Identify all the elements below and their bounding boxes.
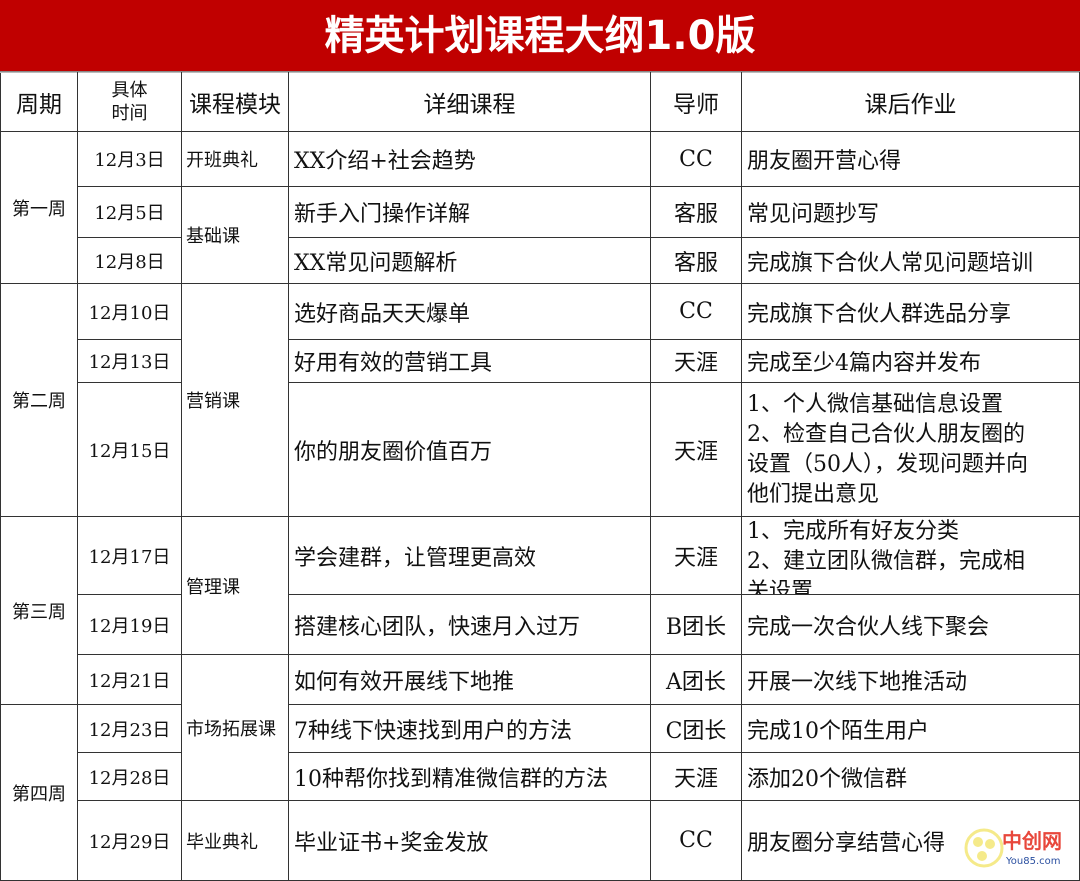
course-cell: 毕业证书+奖金发放 — [288, 800, 651, 881]
homework-cell: 常见问题抄写 — [741, 186, 1080, 238]
homework-line: 2、建立团队微信群，完成相 — [747, 549, 1025, 574]
header-homework: 课后作业 — [741, 72, 1080, 132]
table-row: 12月15日 你的朋友圈价值百万 天涯 1、个人微信基础信息设置 2、检查自己合… — [1, 382, 1080, 517]
table-row: 12月5日 基础课 新手入门操作详解 客服 常见问题抄写 — [1, 186, 1080, 284]
header-week: 周期 — [0, 72, 78, 132]
header-time-line1: 具体 — [111, 80, 148, 101]
date-cell: 12月19日 — [77, 594, 182, 655]
course-cell: XX介绍+社会趋势 — [288, 131, 651, 187]
tutor-cell: 客服 — [650, 186, 742, 238]
module-cell: 基础课 — [181, 186, 289, 284]
tutor-cell: CC — [650, 283, 742, 340]
homework-cell: 完成至少4篇内容并发布 — [741, 339, 1080, 383]
homework-cell: 1、完成所有好友分类 2、建立团队微信群，完成相 关设置 — [741, 516, 1080, 595]
date-cell: 12月15日 — [77, 382, 182, 517]
tutor-cell: A团长 — [650, 654, 742, 705]
homework-line: 2、检查自己合伙人朋友圈的 — [747, 421, 1025, 447]
header-module: 课程模块 — [181, 72, 289, 132]
course-cell: XX常见问题解析 — [288, 237, 651, 284]
date-cell: 12月29日 — [77, 800, 182, 881]
tutor-cell: 天涯 — [650, 516, 742, 595]
table-row: 12月28日 10种帮你找到精准微信群的方法 天涯 添加20个微信群 — [1, 752, 1080, 801]
logo-ring-icon — [964, 828, 1004, 868]
homework-cell: 1、个人微信基础信息设置 2、检查自己合伙人朋友圈的 设置（50人），发现问题并… — [741, 382, 1080, 517]
tutor-cell: 客服 — [650, 237, 742, 284]
watermark-logo: 中创网 You85.com — [964, 828, 1062, 868]
week-cell: 第三周 — [0, 516, 78, 705]
date-cell: 12月10日 — [77, 283, 182, 340]
tutor-cell: 天涯 — [650, 382, 742, 517]
course-cell: 学会建群，让管理更高效 — [288, 516, 651, 595]
table-row: 12月19日 搭建核心团队，快速月入过万 B团长 完成一次合伙人线下聚会 — [1, 594, 1080, 655]
course-cell: 你的朋友圈价值百万 — [288, 382, 651, 517]
watermark-text: 中创网 — [1002, 829, 1062, 853]
table-row: 第二周 12月10日 营销课 选好商品天天爆单 CC 完成旗下合伙人群选品分享 — [0, 283, 1080, 517]
logo-dot-icon — [985, 839, 995, 849]
homework-line: 关设置 — [747, 579, 814, 594]
tutor-cell: CC — [650, 800, 742, 881]
tutor-cell: B团长 — [650, 594, 742, 655]
header-tutor: 导师 — [650, 72, 742, 132]
header-time-line2: 时间 — [111, 103, 148, 124]
module-cell: 开班典礼 — [181, 131, 289, 187]
homework-line: 1、个人微信基础信息设置 — [747, 391, 1003, 417]
date-cell: 12月17日 — [77, 516, 182, 595]
logo-dot-icon — [973, 837, 983, 847]
table-row: 第三周 12月17日 管理课 学会建群，让管理更高效 天涯 1、完成所有好友分类… — [0, 516, 1080, 705]
module-cell: 市场拓展课 — [181, 654, 289, 801]
header-time: 具体 时间 — [77, 72, 182, 132]
course-table: 周期 具体 时间 课程模块 详细课程 导师 课后作业 第一周 12月3日 开班典礼… — [0, 72, 1080, 881]
course-cell: 10种帮你找到精准微信群的方法 — [288, 752, 651, 801]
table-row: 第四周 12月23日 7种线下快速找到用户的方法 C团长 完成10个陌生用户 — [0, 704, 1080, 881]
header-row: 周期 具体 时间 课程模块 详细课程 导师 课后作业 — [0, 72, 1080, 132]
homework-cell: 完成旗下合伙人群选品分享 — [741, 283, 1080, 340]
homework-cell: 完成旗下合伙人常见问题培训 — [741, 237, 1080, 284]
header-course: 详细课程 — [288, 72, 651, 132]
week-cell: 第一周 — [0, 131, 78, 284]
week-cell: 第二周 — [0, 283, 78, 517]
table-row: 12月13日 好用有效的营销工具 天涯 完成至少4篇内容并发布 — [1, 339, 1080, 383]
homework-cell: 朋友圈分享结营心得 — [741, 800, 1080, 881]
date-cell: 12月8日 — [77, 237, 182, 284]
homework-cell: 完成10个陌生用户 — [741, 704, 1080, 753]
course-cell: 选好商品天天爆单 — [288, 283, 651, 340]
course-cell: 如何有效开展线下地推 — [288, 654, 651, 705]
date-cell: 12月21日 — [77, 654, 182, 705]
homework-cell: 朋友圈开营心得 — [741, 131, 1080, 187]
date-cell: 12月23日 — [77, 704, 182, 753]
tutor-cell: CC — [650, 131, 742, 187]
table-row: 12月29日 毕业典礼 毕业证书+奖金发放 CC 朋友圈分享结营心得 — [1, 800, 1080, 881]
date-cell: 12月5日 — [77, 186, 182, 238]
homework-cell: 开展一次线下地推活动 — [741, 654, 1080, 705]
course-cell: 7种线下快速找到用户的方法 — [288, 704, 651, 753]
logo-dot-icon — [977, 851, 987, 861]
watermark-sub: You85.com — [1005, 856, 1061, 867]
date-cell: 12月13日 — [77, 339, 182, 383]
course-cell: 新手入门操作详解 — [288, 186, 651, 238]
course-cell: 搭建核心团队，快速月入过万 — [288, 594, 651, 655]
date-cell: 12月3日 — [77, 131, 182, 187]
homework-line: 1、完成所有好友分类 — [747, 519, 959, 544]
table-row: 12月21日 市场拓展课 如何有效开展线下地推 A团长 开展一次线下地推活动 — [1, 654, 1080, 801]
tutor-cell: 天涯 — [650, 752, 742, 801]
homework-cell: 完成一次合伙人线下聚会 — [741, 594, 1080, 655]
module-cell: 管理课 — [181, 516, 289, 655]
table-row: 12月8日 XX常见问题解析 客服 完成旗下合伙人常见问题培训 — [1, 237, 1080, 284]
week-cell: 第四周 — [0, 704, 78, 881]
homework-line: 他们提出意见 — [747, 481, 880, 507]
date-cell: 12月28日 — [77, 752, 182, 801]
table-row: 第一周 12月3日 开班典礼 XX介绍+社会趋势 CC 朋友圈开营心得 — [0, 131, 1080, 284]
homework-line: 设置（50人），发现问题并向 — [747, 451, 1028, 477]
homework-cell: 添加20个微信群 — [741, 752, 1080, 801]
module-cell: 毕业典礼 — [181, 800, 289, 881]
course-cell: 好用有效的营销工具 — [288, 339, 651, 383]
page-title: 精英计划课程大纲1.0版 — [0, 0, 1080, 72]
tutor-cell: 天涯 — [650, 339, 742, 383]
tutor-cell: C团长 — [650, 704, 742, 753]
module-cell: 营销课 — [181, 283, 289, 517]
